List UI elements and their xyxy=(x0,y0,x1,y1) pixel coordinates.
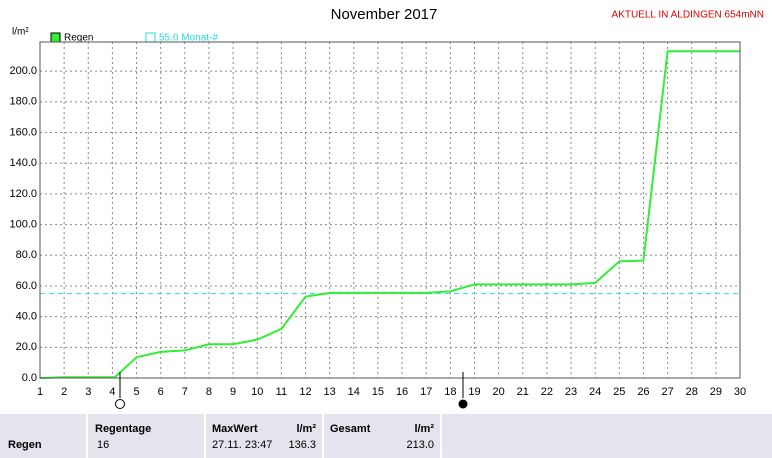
x-tick-label: 15 xyxy=(372,386,384,398)
x-tick-label: 11 xyxy=(276,386,287,398)
plot-frame xyxy=(39,41,741,379)
cell: 16 xyxy=(97,439,109,451)
y-tick-label: 0.0 xyxy=(22,372,37,384)
col-unit: l/m² xyxy=(414,423,434,435)
y-tick-label: 40.0 xyxy=(16,311,37,323)
table-bg xyxy=(0,414,772,458)
cell: 27.11. 23:47 xyxy=(212,439,272,451)
y-tick-label: 160.0 xyxy=(9,126,37,138)
chart-title: November 2017 xyxy=(331,6,438,23)
x-tick-label: 16 xyxy=(396,386,408,398)
y-tick-label: 200.0 xyxy=(9,65,37,77)
col-header: Regentage xyxy=(95,423,151,435)
x-tick-label: 29 xyxy=(710,386,722,398)
x-tick-label: 22 xyxy=(541,386,553,398)
x-tick-label: 4 xyxy=(109,386,115,398)
x-tick-label: 19 xyxy=(468,386,480,398)
cell: 136.3 xyxy=(288,439,316,451)
y-tick-label: 60.0 xyxy=(16,280,37,292)
x-tick-label: 25 xyxy=(613,386,625,398)
x-tick-label: 9 xyxy=(230,386,236,398)
x-tick-label: 1 xyxy=(37,386,43,398)
col-unit: l/m² xyxy=(296,423,316,435)
x-tick-label: 21 xyxy=(517,386,529,398)
legend-swatch xyxy=(50,32,61,43)
x-tick-label: 14 xyxy=(348,386,360,398)
y-tick-label: 100.0 xyxy=(9,218,37,230)
x-tick-label: 30 xyxy=(734,386,746,398)
row-label: Regen xyxy=(8,439,42,451)
x-tick-label: 26 xyxy=(637,386,649,398)
x-tick-label: 5 xyxy=(133,386,139,398)
summary-table: Regen Regentage 16 MaxWert l/m² 27.11. 2… xyxy=(0,414,772,458)
x-tick-label: 27 xyxy=(661,386,673,398)
location-note: AKTUELL IN ALDINGEN 654mNN xyxy=(612,10,764,21)
legend-label: Regen xyxy=(64,33,93,44)
x-tick-label: 10 xyxy=(251,386,263,398)
col-header: Gesamt xyxy=(330,423,371,435)
x-tick-label: 17 xyxy=(420,386,432,398)
x-tick-label: 18 xyxy=(444,386,456,398)
x-tick-label: 6 xyxy=(158,386,164,398)
x-tick-label: 23 xyxy=(565,386,577,398)
y-tick-label: 20.0 xyxy=(16,341,37,353)
y-tick-label: 180.0 xyxy=(9,96,37,108)
y-axis-label: l/m² xyxy=(12,27,29,38)
y-tick-label: 140.0 xyxy=(9,157,37,169)
moon-full-icon xyxy=(458,399,468,409)
x-tick-label: 3 xyxy=(85,386,91,398)
x-tick-label: 20 xyxy=(492,386,504,398)
y-tick-label: 80.0 xyxy=(16,249,37,261)
x-tick-label: 13 xyxy=(324,386,336,398)
cell: 213.0 xyxy=(406,439,434,451)
data-line xyxy=(39,50,740,379)
x-tick-label: 7 xyxy=(182,386,188,398)
moon-new-icon xyxy=(115,399,125,409)
y-tick-label: 120.0 xyxy=(9,188,37,200)
x-tick-label: 28 xyxy=(686,386,698,398)
legend-swatch xyxy=(145,32,156,43)
x-tick-label: 2 xyxy=(61,386,67,398)
x-tick-label: 12 xyxy=(299,386,311,398)
col-header: MaxWert xyxy=(212,423,258,435)
x-tick-label: 8 xyxy=(206,386,212,398)
x-tick-label: 24 xyxy=(589,386,601,398)
legend-label: 55.0 Monat-# xyxy=(159,33,218,44)
